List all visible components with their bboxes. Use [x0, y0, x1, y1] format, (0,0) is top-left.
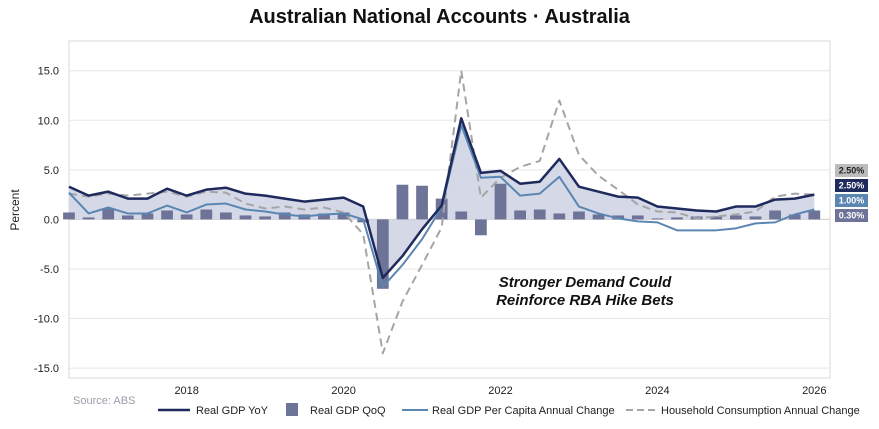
legend-label-household-consumption: Household Consumption Annual Change	[661, 405, 860, 417]
gdp-qoq-bar	[259, 216, 272, 220]
y-axis-label: Percent	[8, 189, 22, 231]
legend-label-gdp-yoy: Real GDP YoY	[196, 405, 269, 417]
gdp-qoq-bar	[318, 213, 330, 220]
gdp-qoq-bar	[161, 210, 173, 220]
gdp-qoq-bar	[63, 212, 75, 220]
x-tick-label: 2020	[331, 385, 355, 397]
badge-household-consumption-text: 2.50%	[839, 166, 865, 176]
gdp-qoq-bar	[474, 219, 487, 236]
gdp-qoq-bar	[239, 215, 252, 220]
gdp-qoq-bar	[651, 218, 664, 220]
gdp-qoq-bar	[553, 213, 566, 220]
gdp-qoq-bar	[141, 213, 154, 220]
legend-label-gdp-qoq: Real GDP QoQ	[310, 405, 386, 417]
y-axis-ticks: 15.0 10.0 5.0 0.0 -5.0 -10.0 -15.0	[34, 66, 59, 375]
gdp-qoq-bar	[671, 217, 683, 220]
badge-gdp-yoy	[835, 179, 868, 192]
gdp-qoq-bar	[200, 209, 213, 220]
gdp-qoq-bar	[729, 215, 742, 220]
gdp-qoq-bar	[514, 210, 526, 220]
gdp-qoq-bar	[533, 209, 546, 220]
gdp-qoq-bar	[455, 211, 468, 220]
y-tick-label: 0.0	[44, 214, 59, 226]
gdp-qoq-bar	[416, 185, 428, 220]
gdp-qoq-bar	[592, 214, 605, 220]
y-tick-label: 15.0	[38, 66, 59, 78]
legend-swatch-gdp-qoq	[286, 403, 298, 416]
gdp-qoq-bars-group	[63, 183, 821, 289]
series-lines-group	[68, 69, 815, 355]
gdp-yoy-line	[68, 117, 815, 280]
gdp-qoq-bar	[631, 215, 644, 220]
badge-household-consumption	[835, 164, 868, 177]
gdp-qoq-bar	[573, 211, 585, 220]
gdp-qoq-bar	[102, 208, 115, 220]
gdp-qoq-bar	[180, 214, 193, 220]
gdp-qoq-bar	[710, 216, 723, 220]
gdp-qoq-bar	[376, 219, 389, 289]
badge-gdp-per-capita-text: 1.00%	[839, 196, 865, 206]
annotation-line-1: Stronger Demand Could	[499, 274, 672, 291]
gdp-qoq-bar	[220, 212, 232, 220]
source-note: Source: ABS	[73, 395, 135, 407]
gdp-yoy-area	[69, 118, 815, 278]
last-value-badges: 2.50% 2.50% 1.00% 0.30%	[835, 164, 868, 222]
x-tick-label: 2022	[488, 385, 512, 397]
legend: Real GDP YoY Real GDP QoQ Real GDP Per C…	[158, 403, 860, 417]
y-tick-label: -15.0	[34, 363, 59, 375]
y-tick-label: -10.0	[34, 314, 59, 326]
x-tick-label: 2026	[802, 385, 826, 397]
legend-item-gdp-qoq: Real GDP QoQ	[286, 403, 386, 417]
x-tick-label: 2024	[645, 385, 669, 397]
gdp-yoy-area-group	[69, 118, 815, 278]
legend-label-gdp-per-capita: Real GDP Per Capita Annual Change	[432, 405, 615, 417]
badge-gdp-qoq	[835, 209, 868, 222]
gdp-per-capita-line	[68, 124, 815, 288]
badge-gdp-qoq-text: 0.30%	[839, 211, 865, 221]
legend-item-gdp-yoy: Real GDP YoY	[158, 405, 269, 417]
gdp-qoq-bar	[788, 214, 801, 220]
legend-item-gdp-per-capita: Real GDP Per Capita Annual Change	[402, 405, 615, 417]
gdp-qoq-bar	[494, 183, 507, 220]
gdp-qoq-bar	[278, 212, 291, 220]
gdp-qoq-bar	[749, 216, 762, 220]
y-tick-label: -5.0	[40, 264, 59, 276]
gdp-qoq-bar	[82, 217, 95, 220]
gdp-qoq-bar	[396, 184, 409, 220]
gdp-qoq-bar	[121, 215, 134, 220]
gdp-qoq-bar	[337, 212, 350, 220]
y-tick-label: 10.0	[38, 115, 59, 127]
legend-item-household-consumption: Household Consumption Annual Change	[626, 405, 860, 417]
x-axis-ticks: 2018 2020 2022 2024 2026	[174, 385, 826, 397]
annotation-line-2: Reinforce RBA Hike Bets	[496, 292, 674, 309]
badge-gdp-yoy-text: 2.50%	[839, 181, 865, 191]
y-tick-label: 5.0	[44, 165, 59, 177]
gdp-qoq-bar	[769, 210, 781, 220]
badge-gdp-per-capita	[835, 194, 868, 207]
x-tick-label: 2018	[174, 385, 198, 397]
gdp-qoq-bar	[808, 210, 821, 220]
chart-title: Australian National Accounts · Australia	[249, 6, 630, 28]
